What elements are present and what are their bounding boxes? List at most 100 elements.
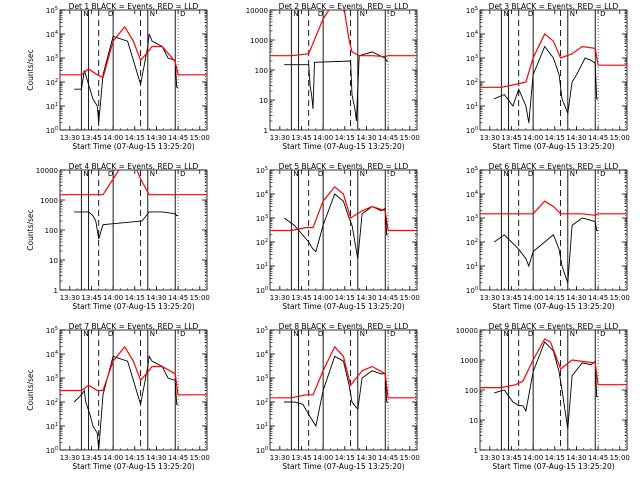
x-tick-label: 15:00: [400, 454, 420, 462]
series-lld-line: [480, 200, 627, 216]
y-tick-label: 100: [255, 67, 268, 75]
series-events-line: [493, 217, 599, 283]
series-events-line: [74, 211, 179, 240]
x-tick-label: 13:30: [480, 294, 500, 302]
x-tick-label: 14:00: [523, 454, 543, 462]
y-tick-label: 100: [256, 286, 268, 295]
x-tick-label: 14:30: [356, 294, 376, 302]
x-tick-label: 13:30: [60, 294, 80, 302]
x-tick-label: 14:15: [335, 454, 355, 462]
y-tick-label: 100: [465, 387, 478, 395]
y-tick-label: 100: [466, 286, 478, 295]
y-tick-label: 104: [46, 350, 58, 359]
y-tick-label: 104: [256, 190, 268, 199]
x-axis-title: Start Time (07-Aug-15 13:25:20): [492, 302, 614, 311]
x-tick-label: 15:00: [190, 134, 210, 142]
x-tick-label: 15:00: [610, 134, 630, 142]
plot-frame: [479, 169, 628, 291]
marker-label: N: [570, 10, 575, 18]
x-tick-label: 15:00: [610, 454, 630, 462]
x-tick-label: 14:15: [545, 134, 565, 142]
marker-label: N: [150, 10, 155, 18]
plot-frame: [59, 9, 208, 131]
y-tick-label: 10: [469, 417, 478, 425]
y-tick-label: 105: [256, 166, 268, 175]
marker-label: N: [360, 170, 365, 178]
y-tick-label: 105: [46, 326, 58, 335]
marker-label: D: [108, 10, 113, 18]
x-tick-label: 13:45: [81, 454, 101, 462]
y-tick-label: 1: [264, 127, 268, 135]
plot-frame: [479, 9, 628, 131]
y-tick-label: 101: [466, 262, 478, 271]
y-tick-label: 10000: [456, 327, 478, 335]
x-tick-label: 13:45: [81, 294, 101, 302]
y-tick-label: 105: [466, 6, 478, 15]
x-tick-label: 13:30: [270, 294, 290, 302]
y-axis-title: Counts/sec: [26, 369, 35, 410]
series-events-line: [494, 341, 599, 430]
y-tick-label: 10: [259, 97, 268, 105]
x-tick-label: 14:45: [588, 454, 608, 462]
series-events-line: [74, 33, 179, 123]
panel-title: Det 8 BLACK = Events, RED = LLD: [279, 322, 409, 331]
x-axis-title: Start Time (07-Aug-15 13:25:20): [282, 302, 404, 311]
y-tick-label: 102: [256, 398, 268, 407]
marker-label: N: [293, 10, 298, 18]
plot-frame: [479, 329, 628, 451]
x-axis-title: Start Time (07-Aug-15 13:25:20): [492, 462, 614, 471]
series-events-line: [494, 45, 599, 123]
x-tick-label: 13:30: [60, 454, 80, 462]
series-lld-line: [60, 345, 207, 396]
x-tick-label: 13:30: [60, 134, 80, 142]
x-axis-title: Start Time (07-Aug-15 13:25:20): [492, 142, 614, 151]
y-tick-label: 102: [46, 398, 58, 407]
y-tick-label: 10: [49, 257, 58, 265]
x-tick-label: 14:30: [566, 294, 586, 302]
x-tick-label: 14:45: [588, 134, 608, 142]
series-events-line: [284, 355, 389, 428]
x-axis-title: Start Time (07-Aug-15 13:25:20): [72, 142, 194, 151]
marker-label: N: [83, 170, 88, 178]
marker-label: D: [528, 170, 533, 178]
y-tick-label: 100: [45, 227, 58, 235]
series-group: [480, 33, 627, 123]
y-tick-label: 1: [474, 447, 478, 455]
series-lld-line: [270, 185, 417, 232]
y-tick-label: 103: [256, 374, 268, 383]
x-tick-label: 13:45: [81, 134, 101, 142]
marker-label: N: [83, 10, 88, 18]
y-tick-label: 103: [466, 214, 478, 223]
marker-label: D: [390, 170, 395, 178]
marker-label: D: [600, 10, 605, 18]
x-tick-label: 14:00: [103, 134, 123, 142]
y-tick-label: 104: [256, 350, 268, 359]
marker-label: D: [390, 10, 395, 18]
y-tick-label: 100: [256, 446, 268, 455]
plot-frame: [269, 329, 418, 451]
x-tick-label: 13:45: [291, 294, 311, 302]
y-axis-title: Counts/sec: [26, 209, 35, 250]
x-tick-label: 14:30: [146, 454, 166, 462]
x-tick-label: 14:45: [168, 454, 188, 462]
x-tick-label: 13:30: [270, 134, 290, 142]
series-events-line: [284, 51, 389, 122]
x-tick-label: 14:45: [168, 134, 188, 142]
x-tick-label: 13:45: [291, 134, 311, 142]
marker-label: N: [150, 330, 155, 338]
x-tick-label: 14:30: [356, 454, 376, 462]
y-tick-label: 100: [466, 126, 478, 135]
panel-title: Det 9 BLACK = Events, RED = LLD: [489, 322, 619, 331]
marker-label: D: [600, 170, 605, 178]
y-tick-label: 102: [256, 238, 268, 247]
series-group: [60, 170, 207, 240]
series-events-line: [73, 354, 179, 450]
marker-label: D: [600, 330, 605, 338]
y-tick-label: 101: [46, 102, 58, 111]
y-tick-label: 103: [46, 374, 58, 383]
